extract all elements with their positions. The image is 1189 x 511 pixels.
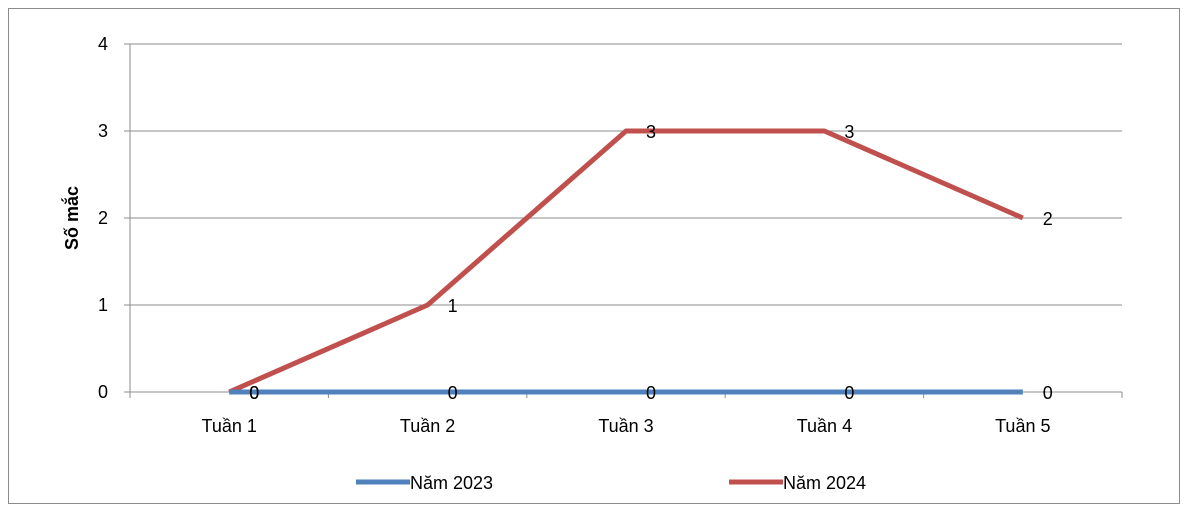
axis-layer: 0 1 2 3 4 Tuần 1 Tuần 2 Tuần 3 Tuần 4 Tuần 5 <box>98 34 1123 436</box>
y-tick-label: 0 <box>98 382 108 402</box>
data-label: 2 <box>1043 209 1053 229</box>
x-tick-label: Tuần 3 <box>598 416 653 436</box>
data-label: 3 <box>646 122 656 142</box>
data-label: 3 <box>844 122 854 142</box>
chart-frame <box>8 8 1180 504</box>
y-axis-title: Số mắc <box>61 186 82 250</box>
legend-label: Năm 2023 <box>410 473 493 493</box>
y-tick-label: 3 <box>98 121 108 141</box>
data-label: 1 <box>448 296 458 316</box>
x-tick-label: Tuần 1 <box>202 416 257 436</box>
data-label: 0 <box>646 383 656 403</box>
data-label: 0 <box>844 383 854 403</box>
data-label: 0 <box>1043 383 1053 403</box>
series-layer <box>228 128 1024 395</box>
legend-label: Năm 2024 <box>783 473 866 493</box>
data-label: 0 <box>448 383 458 403</box>
y-tick-label: 1 <box>98 295 108 315</box>
data-label: 0 <box>249 383 259 403</box>
legend: Năm 2023 Năm 2024 <box>356 473 866 493</box>
x-tick-label: Tuần 4 <box>797 416 852 436</box>
data-label: 0 <box>249 383 259 403</box>
y-tick-label: 4 <box>98 34 108 54</box>
x-tick-label: Tuần 2 <box>400 416 455 436</box>
x-tick-label: Tuần 5 <box>995 416 1050 436</box>
grid-layer <box>130 43 1122 306</box>
y-tick-label: 2 <box>98 208 108 228</box>
series-line-1 <box>228 128 1024 395</box>
